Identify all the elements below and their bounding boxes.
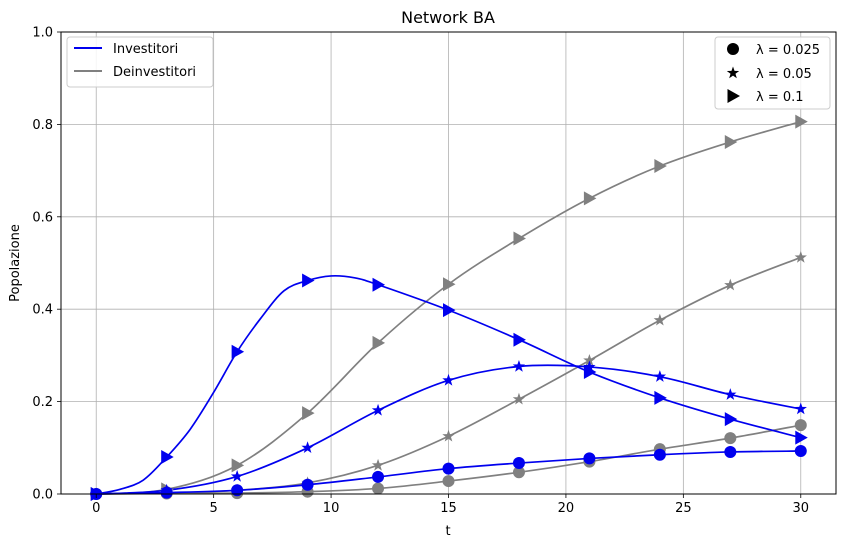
legend-lambda-box [714,36,831,110]
data-point-deinvestitori-star [653,313,667,326]
data-point-deinvestitori-triangle-right [583,191,597,206]
data-point-investitori-circle [724,445,737,458]
data-point-deinvestitori-star [583,353,596,366]
legend-lambda-005-label: λ = 0.05 [756,67,812,82]
y-tick-label: 0.4 [32,303,53,318]
data-point-investitori-triangle-right [513,332,526,347]
legend-groups-box [66,36,214,88]
data-point-deinvestitori-triangle-right [443,277,456,292]
data-point-deinvestitori-star [442,429,455,442]
data-point-investitori-circle [794,445,807,458]
data-point-investitori-star [301,441,314,454]
data-point-investitori-circle [372,470,385,483]
legend-groups: Investitori Deinvestitori [66,36,214,88]
data-point-deinvestitori-circle [794,419,807,432]
data-point-investitori-triangle-right [231,344,245,359]
data-point-deinvestitori-circle [372,482,385,495]
legend-circle-marker [727,43,739,55]
legend-triangle-glyph [727,89,740,103]
x-tick-label: 0 [92,501,100,516]
x-axis-label: t [445,524,450,539]
data-point-deinvestitori-circle [724,432,737,445]
data-point-deinvestitori-triangle-right [654,158,667,173]
data-point-investitori-triangle-right [724,412,738,427]
x-axis-ticks: 0 5 10 15 20 25 30 [92,494,809,516]
data-point-deinvestitori-circle [512,466,525,479]
data-point-deinvestitori-star [371,458,385,471]
data-point-investitori-triangle-right [302,273,315,288]
legend-investitori-label: Investitori [113,42,178,57]
data-point-deinvestitori-triangle-right [513,231,526,246]
data-point-investitori-triangle-right [583,365,597,380]
legend-triangle-marker [727,89,740,103]
legend-star-marker [726,66,740,79]
data-point-deinvestitori-triangle-right [231,458,245,473]
data-point-deinvestitori-triangle-right [372,335,386,350]
data-point-investitori-triangle-right [443,303,456,318]
y-tick-label: 0.6 [32,210,53,225]
data-point-investitori-star [371,403,385,416]
data-point-investitori-triangle-right [161,450,174,465]
legend-lambda: λ = 0.025 λ = 0.05 λ = 0.1 [714,36,831,110]
data-point-investitori-triangle-right [372,277,386,292]
data-point-investitori-circle [653,448,666,461]
data-point-deinvestitori-triangle-right [795,114,808,129]
data-point-deinvestitori-triangle-right [302,406,315,421]
x-tick-label: 5 [210,501,218,516]
legend-lambda-0025-label: λ = 0.025 [756,43,820,58]
y-tick-label: 0.8 [32,118,53,133]
y-tick-label: 0.0 [32,488,53,503]
x-tick-label: 15 [440,501,457,516]
data-point-deinvestitori-star [512,392,526,405]
data-point-investitori-star [160,483,173,496]
legend-star-glyph [726,66,740,79]
data-point-investitori-triangle-right [654,390,667,405]
legend-circle-glyph [727,43,739,55]
x-tick-label: 20 [558,501,575,516]
data-point-investitori-star [583,360,596,373]
data-point-investitori-circle [301,478,314,491]
x-tick-label: 30 [792,501,809,516]
legend-lambda-01-label: λ = 0.1 [756,90,804,105]
x-tick-label: 25 [675,501,692,516]
y-tick-label: 0.2 [32,395,53,410]
data-point-deinvestitori-triangle-right [724,134,738,149]
legend-deinvestitori-label: Deinvestitori [113,65,196,80]
data-point-investitori-circle [231,484,244,497]
y-tick-label: 1.0 [32,26,53,41]
x-tick-label: 10 [323,501,340,516]
data-point-investitori-star [230,469,244,482]
data-point-deinvestitori-star [794,250,807,263]
data-point-investitori-circle [512,457,525,470]
y-axis-label: Popolazione [8,224,23,302]
data-point-investitori-star [512,359,526,372]
data-point-deinvestitori-circle [442,475,455,488]
series-markers [90,114,808,501]
data-point-deinvestitori-star [724,278,737,291]
data-point-investitori-triangle-right [795,430,808,445]
chart-title: Network BA [401,8,495,27]
data-point-investitori-star [442,373,455,386]
data-point-investitori-star [653,370,667,382]
data-point-investitori-circle [583,452,596,465]
data-point-investitori-circle [442,462,455,475]
y-axis-ticks: 0.0 0.2 0.4 0.6 0.8 1.0 [32,26,61,503]
data-point-investitori-star [724,388,737,400]
data-point-investitori-star [794,402,807,415]
